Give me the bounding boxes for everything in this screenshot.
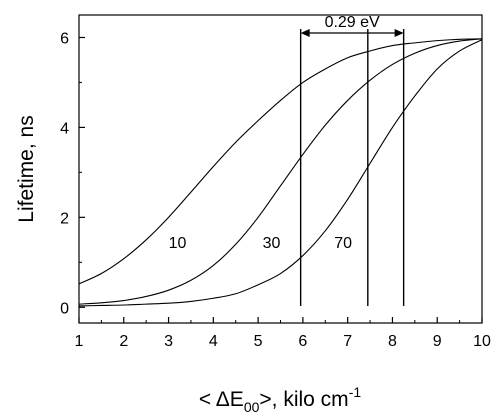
annotation-arrow-head-left [300,28,310,37]
annotation-text: 0.29 eV [325,14,380,31]
plot-frame [78,14,483,324]
vertical-markers [299,28,405,306]
series-line-10 [78,38,483,285]
series-curves [78,38,483,307]
y-tick-label: 0 [60,300,69,317]
x-axis-title-prefix: < ΔE [199,388,244,411]
x-tick-label: 8 [388,333,397,350]
y-axis-title: Lifetime, ns [15,115,38,222]
x-axis-title: < ΔE00>, kilo cm-1 [199,384,362,413]
axes-box [78,14,483,324]
y-tick-label: 2 [60,210,69,227]
curve-label-30: 30 [263,235,281,252]
series-line-70 [78,39,483,307]
x-tick-label: 6 [298,333,307,350]
x-tick-label: 9 [433,333,442,350]
x-tick-label: 10 [473,333,491,350]
energy-gap-annotation: 0.29 eV [300,14,404,37]
x-axis-title-subscript: 00 [244,399,260,413]
curve-label-10: 10 [169,235,187,252]
x-axis-title-superscript: -1 [349,384,362,400]
x-tick-label: 2 [119,333,128,350]
x-tick-label: 7 [343,333,352,350]
curve-labels: 10 30 70 [169,235,353,252]
curve-label-70: 70 [334,235,352,252]
x-tick-label: 1 [75,333,84,350]
x-tick-label: 4 [209,333,218,350]
annotation-arrow-head-right [394,28,404,37]
y-tick-label: 4 [60,120,69,137]
y-tick-label: 6 [60,30,69,47]
y-axis-ticks: 0 2 4 6 [60,30,85,317]
x-axis-title-main: >, kilo cm [259,388,348,411]
x-tick-label: 3 [164,333,173,350]
x-tick-label: 5 [254,333,263,350]
x-axis-ticks: 1 2 3 4 5 6 7 8 9 10 [75,317,491,350]
series-line-30 [78,38,483,305]
